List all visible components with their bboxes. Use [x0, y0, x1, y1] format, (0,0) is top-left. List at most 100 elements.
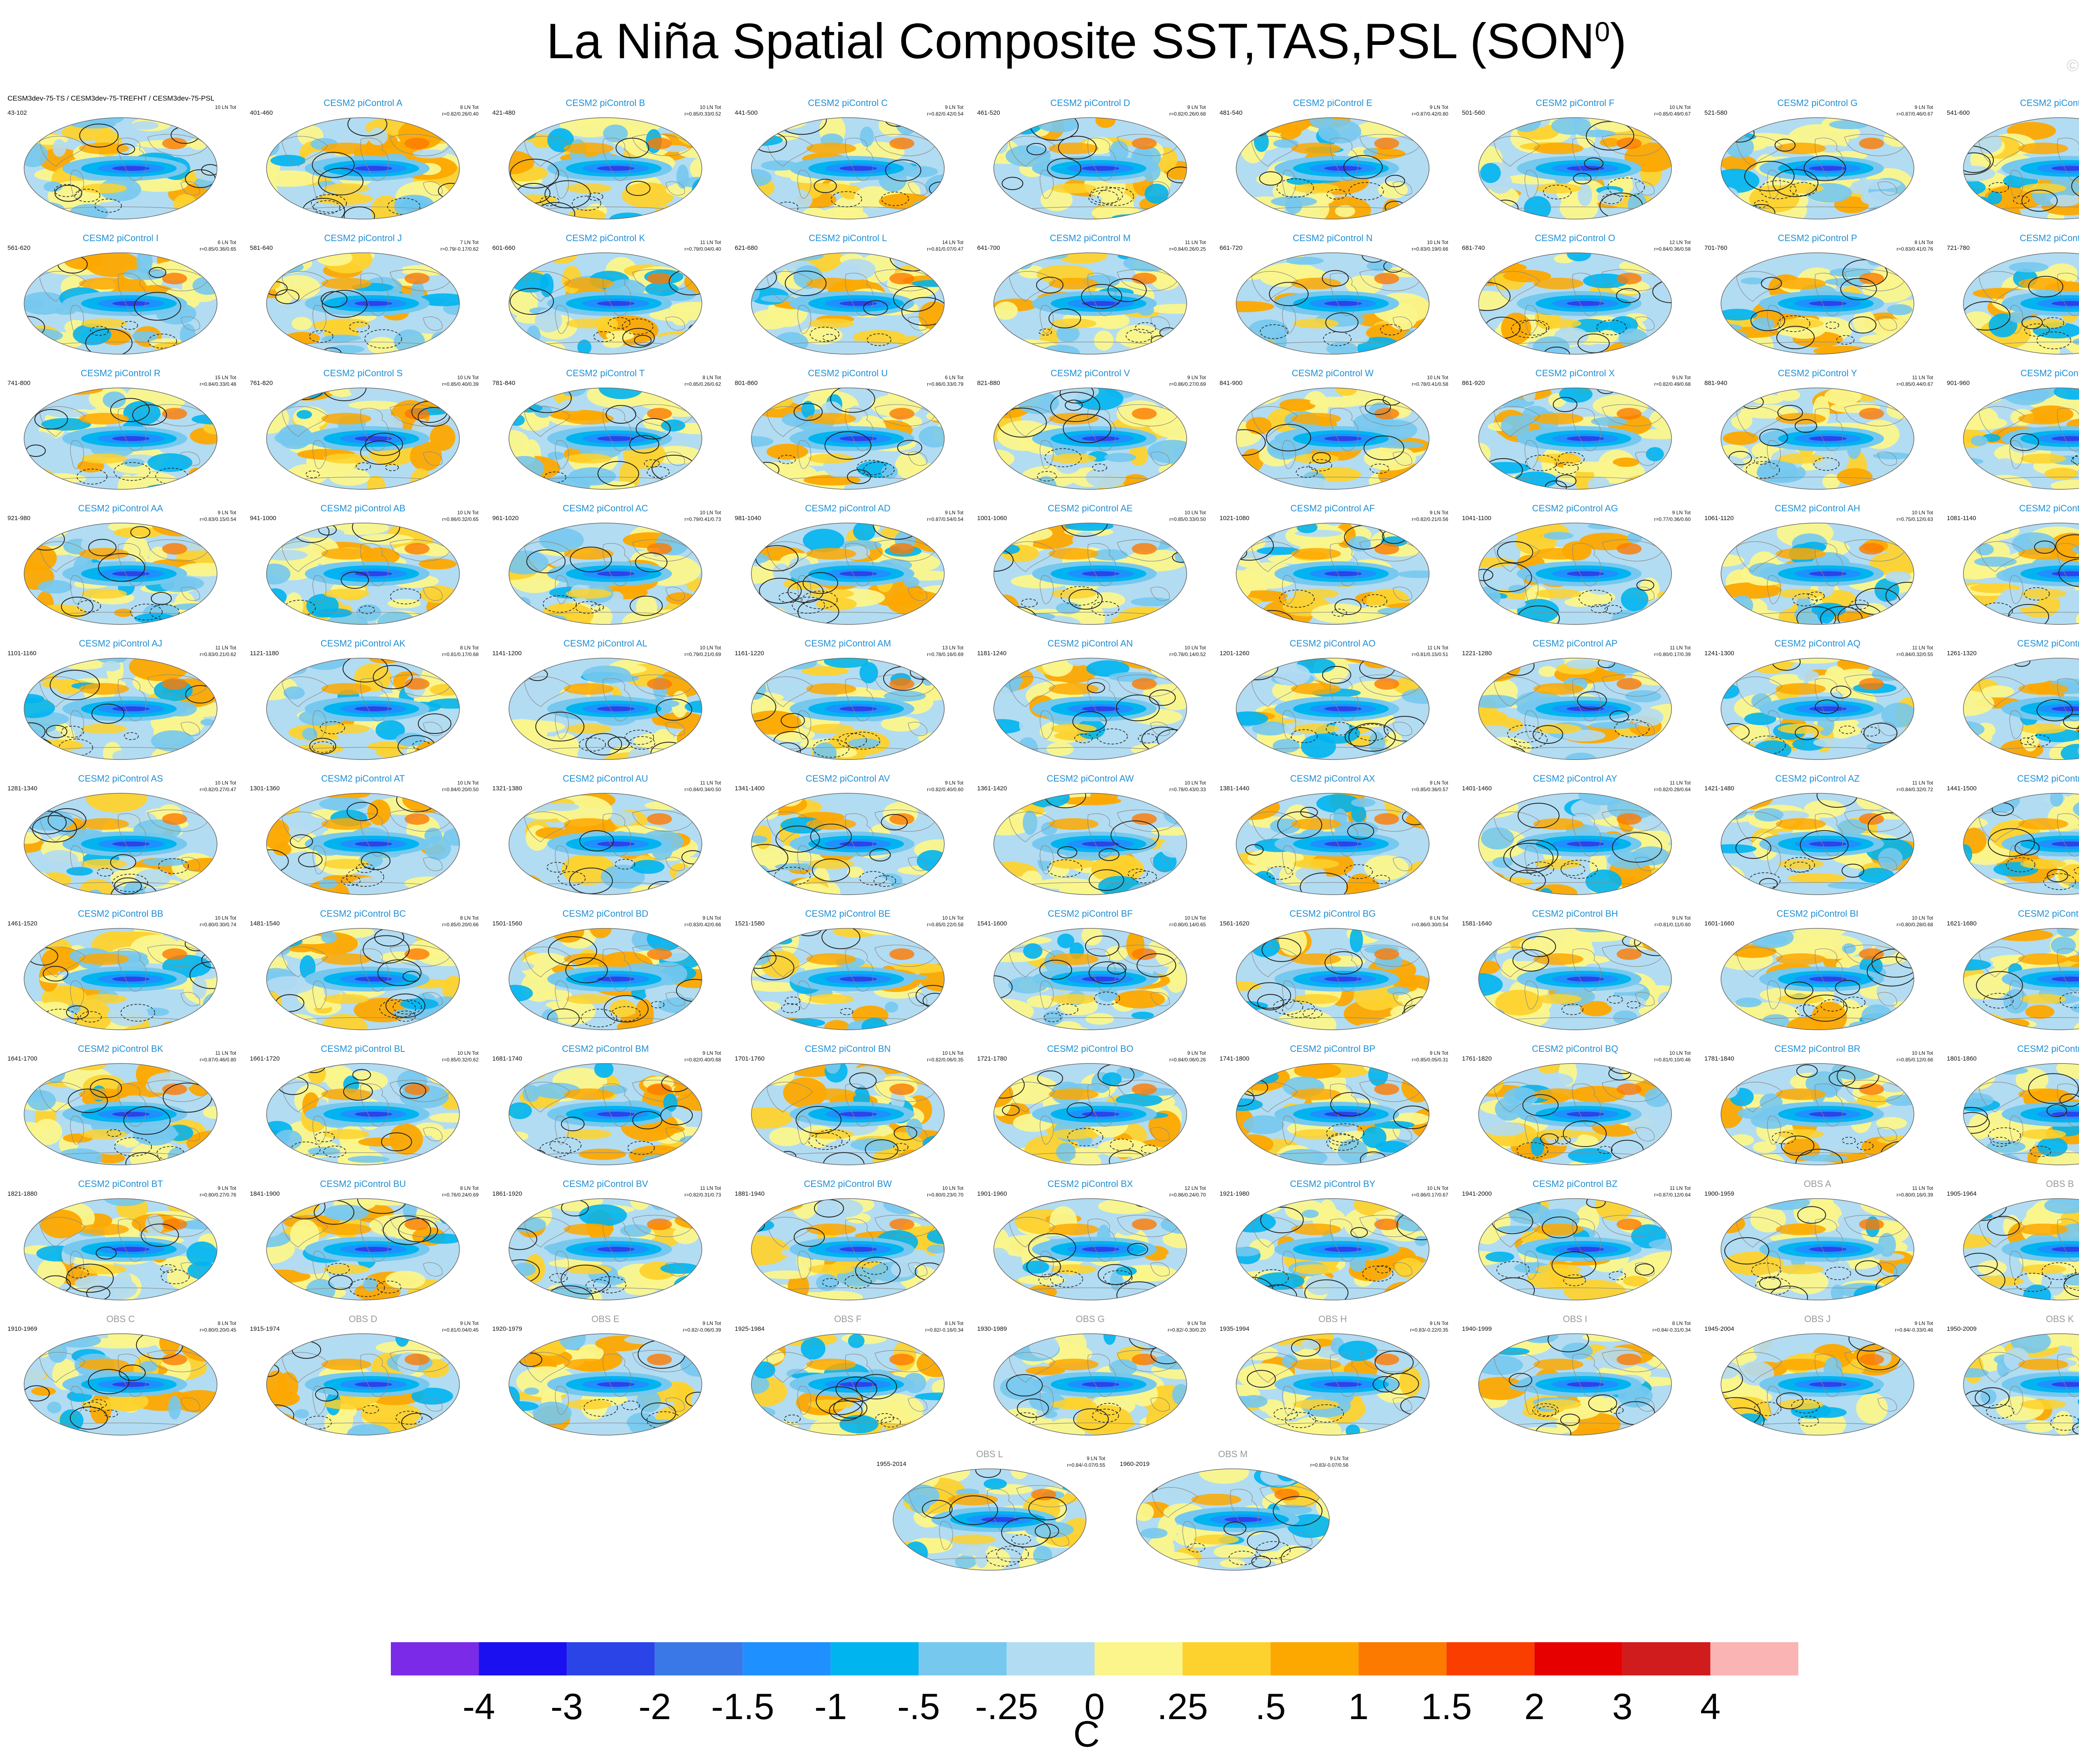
panel-correlations: r=0.87/0.42/0.80 [1412, 111, 1448, 117]
composite-map [1963, 1063, 2079, 1165]
map-panel: CESM2 piControl AW 1361-1420 10 LN Tot r=0.… [974, 769, 1207, 900]
panel-title: CESM2 piControl AU [563, 773, 648, 784]
composite-map [751, 1063, 945, 1165]
panel-year-range: 1915-1974 [250, 1325, 280, 1332]
panel-year-range: 1421-1480 [1704, 785, 1734, 792]
composite-map [1236, 1063, 1430, 1165]
panel-year-range: 1221-1280 [1462, 650, 1492, 657]
panel-title: CESM2 piControl N [1293, 233, 1373, 243]
map-panel: CESM2 piControl BN 1701-1760 10 LN Tot r=0.… [731, 1039, 964, 1170]
map-panel: CESM2 piControl AK 1121-1180 8 LN Tot r=0.8… [247, 634, 479, 765]
panel-title: OBS C [106, 1314, 135, 1324]
map-panel: CESM2 piControl J 581-640 7 LN Tot r=0.79/-… [247, 229, 479, 360]
composite-map [509, 1063, 702, 1165]
panel-title: CESM2 piControl U [808, 368, 888, 378]
panel-year-range: 1681-1740 [492, 1055, 522, 1062]
panel-year-range: 1940-1999 [1462, 1325, 1492, 1332]
panel-event-count: 8 LN Tot [217, 1320, 236, 1326]
panel-correlations: r=0.81/0.07/0.47 [927, 246, 963, 252]
map-panel: CESM2 piControl T 781-840 8 LN Tot r=0.85/0… [489, 364, 722, 495]
panel-title: CESM2 piControl BW [804, 1179, 892, 1189]
composite-map [24, 1198, 217, 1300]
panel-year-range: 1941-2000 [1462, 1190, 1492, 1197]
panel-event-count: 11 LN Tot [1669, 645, 1691, 651]
panel-year-range: 481-540 [1220, 109, 1243, 116]
panel-event-count: 9 LN Tot [1430, 1320, 1448, 1326]
map-panel: CESM2 piControl AS 1281-1340 10 LN Tot r=0.… [4, 769, 237, 900]
panel-title: CESM2 piControl BR [1774, 1044, 1861, 1054]
map-panel: CESM2 piControl V 821-880 9 LN Tot r=0.86/0… [974, 364, 1207, 495]
map-panel: CESM2 piControl AM 1161-1220 13 LN Tot r=0.… [731, 634, 964, 765]
panel-correlations: r=0.80/0.30/0.74 [200, 922, 236, 928]
panel-event-count: 11 LN Tot [1185, 239, 1206, 245]
panel-title: CESM2 piControl BZ [1532, 1179, 1618, 1189]
composite-map [1963, 658, 2079, 760]
map-panel: OBS C 1910-1969 8 LN Tot r=0.80/0.20/0.45 [4, 1310, 237, 1441]
panel-title: CESM2 piControl AC [563, 503, 648, 513]
composite-map [751, 658, 945, 760]
panel-year-range: 1241-1300 [1704, 650, 1734, 657]
map-panel: CESM2 piControl BX 1901-1960 12 LN Tot r=0.… [974, 1174, 1207, 1305]
panel-event-count: 9 LN Tot [945, 104, 963, 110]
panel-year-range: 1281-1340 [7, 785, 37, 792]
panel-title: CESM2 piControl AR [2017, 638, 2079, 649]
composite-map [1963, 523, 2079, 625]
panel-event-count: 9 LN Tot [1430, 1050, 1448, 1056]
panel-event-count: 10 LN Tot [215, 780, 236, 786]
panel-event-count: 8 LN Tot [460, 915, 479, 921]
panel-event-count: 10 LN Tot [215, 915, 236, 921]
composite-map [24, 387, 217, 490]
panel-event-count: 9 LN Tot [1672, 915, 1691, 921]
panel-title: CESM2 piControl BS [2017, 1044, 2079, 1054]
panel-event-count: 11 LN Tot [700, 780, 721, 786]
map-panel: CESM2 piControl L 621-680 14 LN Tot r=0.81/… [731, 229, 964, 360]
panel-year-range: 621-680 [735, 244, 758, 252]
panel-event-count: 10 LN Tot [1911, 1050, 1933, 1056]
panel-year-range: 1201-1260 [1220, 650, 1249, 657]
map-panel: OBS M 1960-2019 9 LN Tot r=0.83/-0.07/0.56 [1116, 1445, 1349, 1576]
panel-title: OBS E [591, 1314, 620, 1324]
panel-correlations: r=0.85/0.12/0.66 [1896, 1057, 1933, 1063]
panel-title: OBS M [1218, 1449, 1248, 1459]
panel-title: CESM2 piControl AF [1290, 503, 1375, 513]
panel-year-range: 1501-1560 [492, 920, 522, 927]
composite-map [509, 523, 702, 625]
panel-correlations: r=0.82/0.06/0.35 [927, 1057, 963, 1063]
panel-year-range: 1081-1140 [1947, 515, 1976, 522]
panel-correlations: r=0.79/-0.17/0.62 [440, 246, 479, 252]
panel-correlations: r=0.76/0.24/0.69 [442, 1192, 479, 1198]
panel-title: CESM2 piControl BJ [2018, 908, 2079, 919]
panel-event-count: 10 LN Tot [942, 915, 963, 921]
panel-year-range: 741-800 [7, 380, 31, 387]
map-panel: CESM2 piControl D 461-520 9 LN Tot r=0.82/0… [974, 94, 1207, 225]
panel-event-count: 9 LN Tot [1430, 104, 1448, 110]
panel-event-count: 15 LN Tot [215, 375, 236, 380]
map-panel: CESM2 piControl AF 1021-1080 9 LN Tot r=0.8… [1216, 499, 1449, 630]
panel-event-count: 10 LN Tot [942, 1185, 963, 1191]
panel-correlations: r=0.83/0.15/0.54 [200, 516, 236, 522]
composite-map [24, 658, 217, 760]
panel-year-range: 1925-1984 [735, 1325, 765, 1332]
panel-title: CESM2 piControl BC [320, 908, 406, 919]
panel-year-range: 1621-1680 [1947, 920, 1977, 927]
map-panel: OBS J 1945-2004 9 LN Tot r=0.84/-0.33/0.46 [1701, 1310, 1934, 1441]
composite-map [509, 658, 702, 760]
map-panel: CESM2 piControl AR1261-13209 LN Totr=0.8… [1943, 634, 2079, 765]
panel-correlations: r=0.85/0.20/0.66 [442, 922, 479, 928]
panel-title: OBS J [1804, 1314, 1831, 1324]
composite-map [266, 928, 460, 1030]
panel-year-range: 881-940 [1704, 380, 1728, 387]
map-panel: CESM2 piControl BM 1681-1740 9 LN Tot r=0.8… [489, 1039, 722, 1170]
panel-correlations: r=0.82/0.21/0.56 [1412, 516, 1448, 522]
panel-event-count: 9 LN Tot [1187, 375, 1206, 380]
composite-map [266, 1198, 460, 1300]
map-panel: OBS G 1930-1989 9 LN Tot r=0.82/-0.30/0.20 [974, 1310, 1207, 1441]
composite-map [993, 658, 1187, 760]
panel-event-count: 11 LN Tot [1912, 645, 1933, 651]
composite-map [1236, 1333, 1430, 1436]
panel-correlations: r=0.81/0.17/0.68 [442, 651, 479, 657]
panel-year-range: 1741-1800 [1220, 1055, 1249, 1062]
map-panel: CESM2 piControl A 401-460 8 LN Tot r=0.82/0… [247, 94, 479, 225]
panel-year-range: 401-460 [250, 109, 273, 116]
